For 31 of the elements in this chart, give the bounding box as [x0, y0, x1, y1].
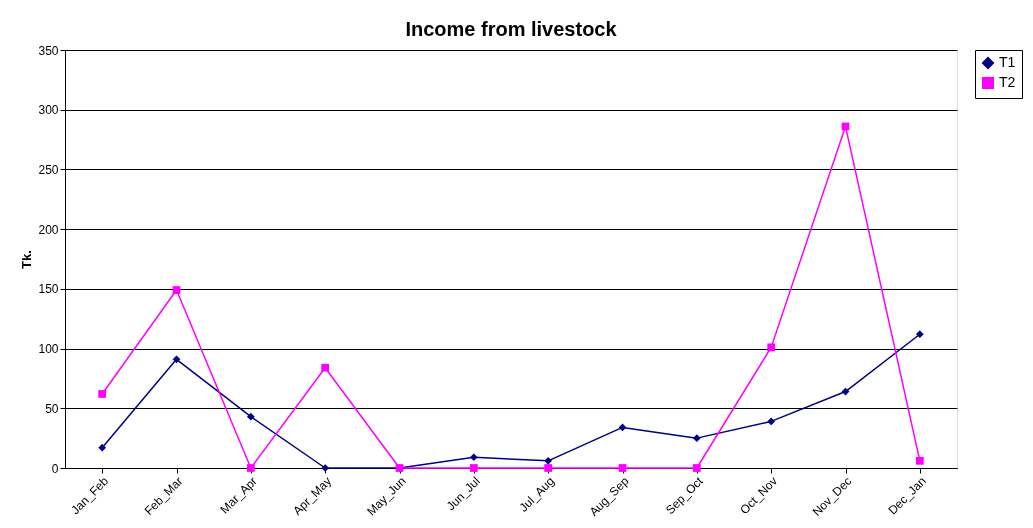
point — [767, 417, 776, 426]
y-tick-label: 350 — [38, 43, 59, 58]
point — [172, 355, 181, 364]
y-tick-label: 50 — [45, 401, 59, 416]
point — [618, 464, 627, 472]
y-tick-label: 250 — [38, 162, 59, 177]
point — [98, 390, 107, 398]
point — [544, 464, 553, 472]
y-tick-label: 0 — [51, 461, 59, 476]
point — [321, 464, 330, 472]
y-axis-title: Tk. — [19, 250, 35, 269]
point — [246, 464, 255, 472]
point — [172, 286, 181, 294]
y-tick-label: 150 — [38, 282, 59, 297]
y-tick-label: 200 — [38, 222, 59, 237]
y-tick-label: 300 — [38, 103, 59, 118]
chart-title: Income from livestock — [405, 18, 618, 40]
point — [767, 343, 776, 352]
legend-label: T1 — [999, 54, 1016, 70]
point — [98, 443, 107, 452]
legend-label: T2 — [999, 74, 1016, 90]
point — [469, 464, 478, 472]
point — [915, 456, 924, 465]
y-tick-label: 100 — [38, 342, 59, 357]
point — [692, 464, 701, 472]
point — [544, 456, 553, 465]
point — [469, 453, 478, 462]
point — [692, 434, 701, 443]
point — [321, 363, 330, 372]
point — [915, 330, 924, 339]
point — [246, 412, 255, 421]
